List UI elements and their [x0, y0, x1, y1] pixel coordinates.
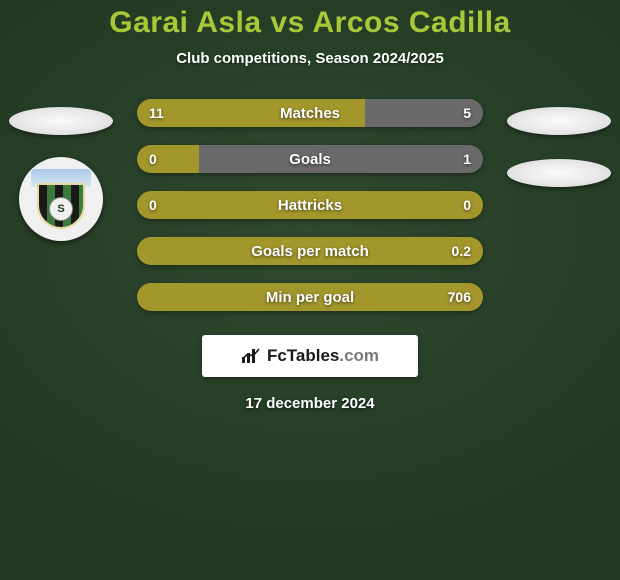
- page-title: Garai Asla vs Arcos Cadilla: [0, 0, 620, 40]
- bar-row: 706Min per goal: [137, 283, 483, 311]
- brand-text: FcTables.com: [267, 346, 379, 366]
- comparison-bars: 115Matches 01Goals 00Hattricks 0.2Goals per…: [137, 99, 483, 311]
- brand-logo: FcTables.com: [202, 335, 418, 377]
- player-photo-placeholder: [9, 107, 113, 135]
- right-player-column: [504, 99, 614, 187]
- bar-row: 00Hattricks: [137, 191, 483, 219]
- bar-row: 01Goals: [137, 145, 483, 173]
- club-badge-placeholder: [507, 159, 611, 187]
- player-photo-placeholder: [507, 107, 611, 135]
- bar-row: 0.2Goals per match: [137, 237, 483, 265]
- stats-area: S 115Matches 01Goals 00Hattricks 0.2Goals p…: [0, 99, 620, 311]
- left-player-column: S: [6, 99, 116, 241]
- subtitle: Club competitions, Season 2024/2025: [0, 50, 620, 67]
- bar-row: 115Matches: [137, 99, 483, 127]
- club-badge: S: [19, 157, 103, 241]
- footer-date: 17 december 2024: [0, 395, 620, 412]
- club-badge-initial: S: [49, 197, 73, 221]
- chart-icon: [241, 347, 261, 365]
